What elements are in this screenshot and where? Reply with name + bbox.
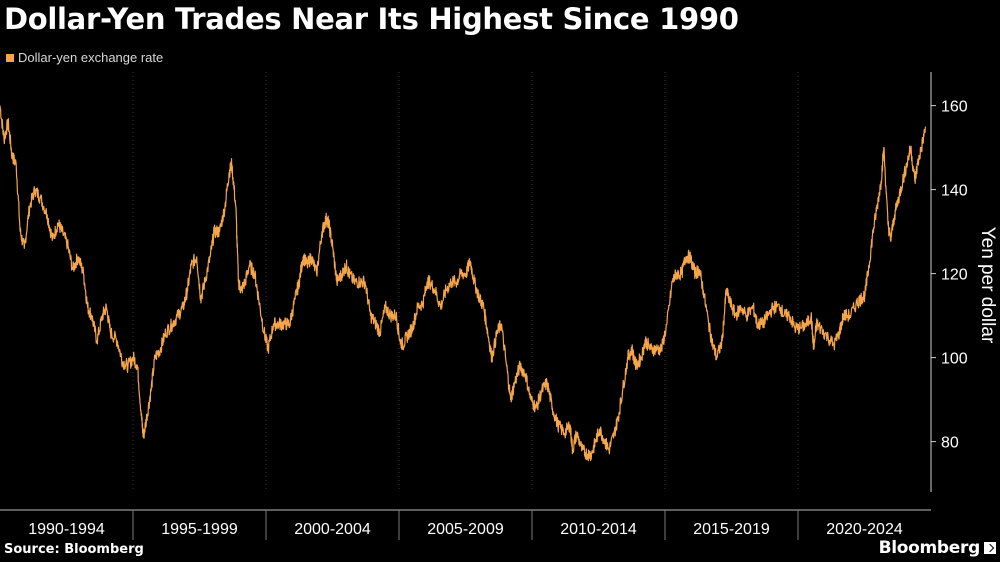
x-category-label: 2005-2009 — [427, 521, 504, 538]
chart-title: Dollar-Yen Trades Near Its Highest Since… — [4, 2, 739, 36]
y-tick-labels: 80 100 120 140 160 — [931, 99, 968, 452]
series-line-0 — [0, 105, 927, 462]
x-category-label: 2000-2004 — [294, 521, 371, 538]
brand-name: Bloomberg — [878, 538, 981, 558]
x-category-label: 1995-1999 — [161, 521, 238, 538]
y-tick-label: 80 — [941, 435, 959, 452]
y-axis-label: Yen per dollar — [977, 227, 998, 344]
bloomberg-logo: Bloomberg — [879, 538, 996, 558]
arrow-icon — [984, 542, 996, 554]
y-tick-label: 160 — [941, 99, 968, 116]
x-category-label: 2015-2019 — [693, 521, 770, 538]
y-tick-label: 120 — [941, 267, 968, 284]
y-tick-label: 140 — [941, 183, 968, 200]
x-category-label: 1990-1994 — [28, 521, 105, 538]
x-category-label: 2020-2024 — [826, 521, 903, 538]
x-category-labels: 1990-1994 1995-1999 2000-2004 2005-2009 2010… — [28, 510, 903, 540]
source-note: Source: Bloomberg — [4, 542, 144, 557]
series-layer — [0, 105, 927, 462]
legend: Dollar-yen exchange rate — [6, 50, 163, 65]
x-category-label: 2010-2014 — [560, 521, 637, 538]
legend-swatch — [6, 53, 14, 62]
y-tick-label: 100 — [941, 351, 968, 368]
legend-label: Dollar-yen exchange rate — [18, 50, 164, 65]
axes — [0, 72, 932, 511]
grid-lines — [132, 72, 799, 492]
